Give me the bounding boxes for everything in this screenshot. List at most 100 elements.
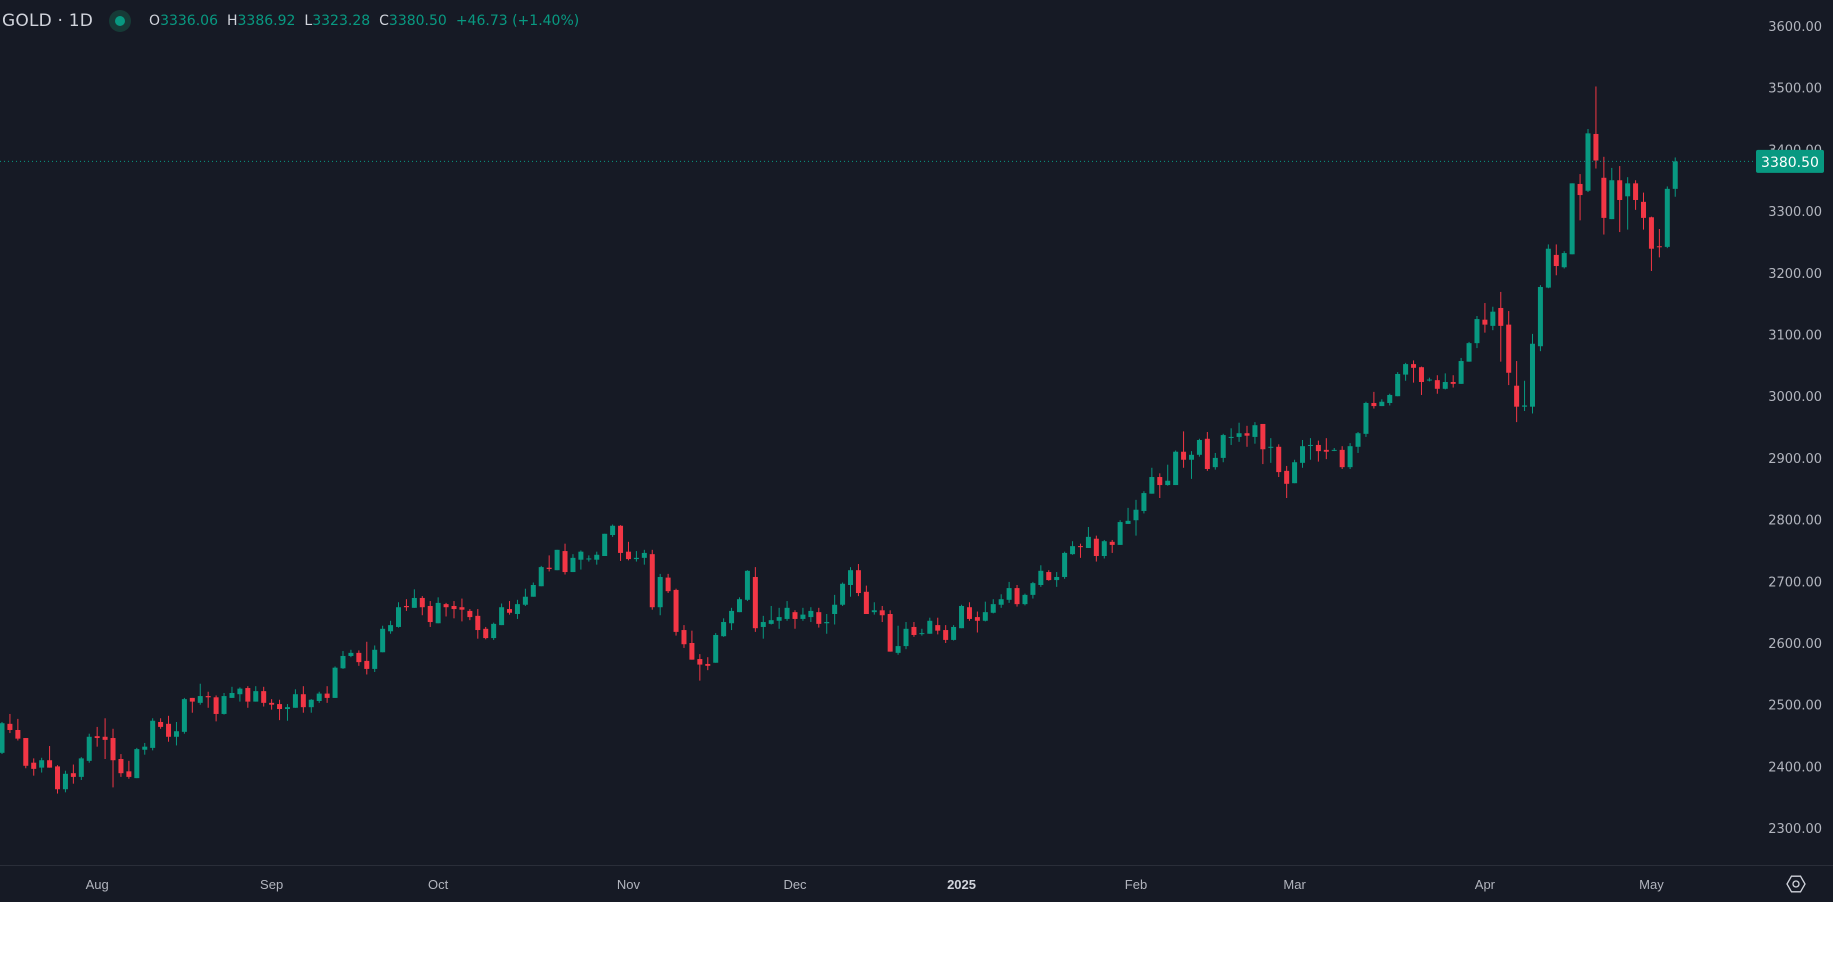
candle-body <box>1252 425 1258 437</box>
candle-up <box>1474 315 1480 349</box>
candle-down <box>689 630 695 660</box>
candle-down <box>23 738 29 769</box>
candle-up <box>1355 431 1361 453</box>
market-status-icon <box>109 10 132 32</box>
high-label: H <box>226 13 238 29</box>
candle-body <box>1482 319 1488 325</box>
candle-body <box>1173 451 1179 486</box>
candle-body <box>1062 552 1068 577</box>
candle-body <box>522 596 528 605</box>
candle-body <box>546 567 552 569</box>
candle-body <box>1363 402 1369 434</box>
candle-body <box>1529 343 1535 407</box>
candle-up <box>253 686 259 702</box>
candle-down <box>935 617 941 635</box>
candle-body <box>792 612 798 619</box>
candle-down <box>1244 425 1250 447</box>
candle-up <box>1062 551 1068 579</box>
candle-up <box>1117 520 1123 545</box>
candle-body <box>483 628 489 639</box>
candle-up <box>142 742 148 755</box>
candle-body <box>39 760 45 768</box>
chart-canvas[interactable]: 2300.00 2400.00 2500.00 2600.00 2700.00 2800.… <box>0 0 1833 902</box>
candle-down <box>31 758 37 776</box>
candle-up <box>86 733 92 763</box>
candle-up <box>848 567 854 597</box>
candle-up <box>348 649 354 658</box>
candle-body <box>1157 477 1163 486</box>
candle-body <box>1101 541 1107 557</box>
candle-body <box>467 610 473 618</box>
candle-down <box>300 686 306 713</box>
symbol-title[interactable]: GOLD · 1D <box>2 11 94 31</box>
candle-down <box>562 543 568 575</box>
candle-body <box>1625 183 1631 197</box>
candle-down <box>618 525 624 561</box>
candle-up <box>284 704 290 721</box>
candle-down <box>94 726 100 747</box>
candle-up <box>776 607 782 629</box>
candle-body <box>308 699 314 708</box>
candle-body <box>1220 435 1226 458</box>
candle-up <box>602 533 608 557</box>
candle-down <box>887 610 893 652</box>
candle-down <box>1323 438 1329 460</box>
candle-down <box>792 610 798 629</box>
candle-up <box>1125 507 1131 524</box>
settings-gear-icon[interactable] <box>1786 875 1806 893</box>
candle-body <box>1490 311 1496 326</box>
candle-body <box>562 551 568 573</box>
candle-body <box>47 760 53 768</box>
candle-body <box>1379 401 1385 407</box>
candle-up <box>998 594 1004 608</box>
candlestick-plot[interactable]: 2300.00 2400.00 2500.00 2600.00 2700.00 2800.… <box>0 0 1833 902</box>
candle-body <box>895 646 901 653</box>
candle-body <box>142 746 148 750</box>
candle-body <box>332 667 338 698</box>
candle-body <box>610 525 616 536</box>
candle-body <box>1561 253 1567 268</box>
candle-up <box>951 625 957 641</box>
candle-body <box>1014 588 1020 605</box>
candle-up <box>1442 373 1448 390</box>
candle-body <box>641 552 647 558</box>
candle-body <box>1323 449 1329 452</box>
settings-gear-center-icon[interactable] <box>1792 880 1800 888</box>
price-axis-label: 3600.00 <box>1768 20 1822 35</box>
candle-body <box>1165 480 1171 486</box>
candle-down <box>1506 311 1512 386</box>
candle-body <box>1038 570 1044 586</box>
candle-up <box>411 589 417 608</box>
candle-body <box>1196 440 1202 455</box>
candle-body <box>1181 451 1187 460</box>
candle-body <box>1276 446 1282 473</box>
candle-up <box>895 625 901 655</box>
candle-up <box>514 599 520 619</box>
candle-body <box>1292 462 1298 484</box>
price-axis-label: 3200.00 <box>1768 267 1822 282</box>
low-label: L <box>304 13 313 29</box>
close-label: C <box>379 13 389 29</box>
candle-down <box>665 573 671 594</box>
candle-body <box>689 643 695 660</box>
candle-body <box>697 659 703 665</box>
candle-body <box>1553 254 1559 267</box>
candle-up <box>1561 251 1567 269</box>
candle-up <box>380 625 386 653</box>
candle-up <box>1006 581 1012 603</box>
candle-up <box>832 594 838 625</box>
candle-down <box>443 602 449 617</box>
candle-down <box>1656 228 1662 258</box>
candle-down <box>189 697 195 713</box>
candle-up <box>0 721 5 755</box>
candle-up <box>760 615 766 639</box>
candle-up <box>919 628 925 636</box>
candle-up <box>62 770 68 793</box>
candle-down <box>1260 423 1266 465</box>
candle-body <box>1498 307 1504 326</box>
candle-body <box>633 557 639 560</box>
candle-up <box>1070 541 1076 555</box>
candle-body <box>1426 379 1432 381</box>
candle-down <box>70 764 76 784</box>
candle-up <box>1085 527 1091 548</box>
